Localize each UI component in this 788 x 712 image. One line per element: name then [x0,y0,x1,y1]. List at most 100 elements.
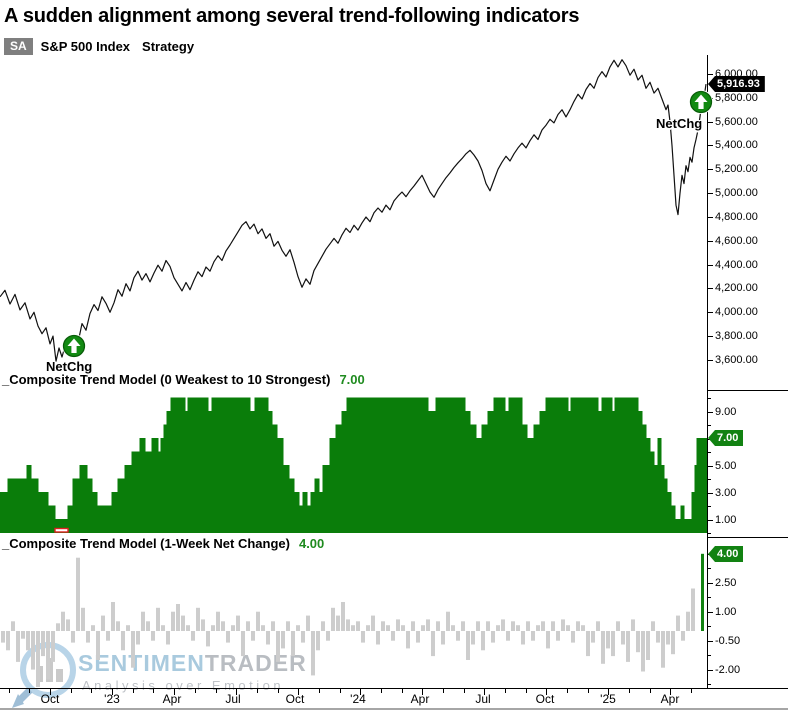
y-axis-tick [707,626,711,627]
x-axis-tick [29,689,30,693]
x-axis-tick [691,689,692,693]
panel-separator [707,390,788,391]
x-axis-tick [422,689,423,695]
trend-current-value: 7.00 [339,372,365,387]
y-axis-tick [707,193,713,194]
x-axis-tick [650,689,651,693]
x-axis-tick [546,689,547,695]
x-axis-tick [91,689,92,693]
y-axis-tick [707,466,713,467]
x-axis-label: Apr [162,692,182,706]
y-axis-tick [707,122,713,123]
panel-separator [707,537,788,538]
netchg-current-value: 4.00 [298,536,325,551]
x-axis-tick [112,689,113,695]
y-axis-tick [707,568,711,569]
bottom-border [0,708,788,710]
y-axis-tick [707,217,713,218]
y-axis-tick-label: 5,600.00 [715,116,758,128]
x-axis-label: Jul [225,692,241,706]
netchg-panel-label: _Composite Trend Model (1-Week Net Chang… [2,536,325,551]
netchg-marker-label: NetChg [46,359,93,374]
x-axis-tick [567,689,568,693]
y-axis-tick [707,452,711,453]
x-axis-tick [505,689,506,693]
x-axis-tick [71,689,72,693]
y-axis-tick [707,533,711,534]
y-axis-tick [707,479,711,480]
y-axis-tick [707,670,713,671]
up-arrow-circle-icon [689,90,713,114]
x-axis-tick [629,689,630,693]
y-axis-tick-label: 4,600.00 [715,235,758,247]
chart-header: SA S&P 500 Index Strategy [4,38,194,55]
last-price-badge: 5,916.93 [708,76,765,92]
y-axis-tick [707,169,713,170]
y-axis-tick [707,425,711,426]
y-axis-tick [707,583,713,584]
x-axis-tick [257,689,258,693]
x-axis-tick [670,689,671,695]
source-badge: SA [4,38,33,55]
watermark-tagline: Analysis over Emotion [82,678,285,693]
y-axis-tick-label: 5,800.00 [715,92,758,104]
x-axis-tick [588,689,589,693]
x-axis-label: Jul [475,692,491,706]
y-axis-tick [707,520,713,521]
y-axis-tick-label: 5,400.00 [715,139,758,151]
x-axis-tick [484,689,485,695]
strategy-label: Strategy [142,39,195,54]
y-axis-tick [707,241,713,242]
y-axis-tick [707,74,713,75]
trend-value-badge: 7.00 [708,430,744,446]
x-axis-tick [195,689,196,693]
y-axis-tick-label: 4,000.00 [715,306,758,318]
x-axis-tick [443,689,444,693]
y-axis-line [707,55,708,689]
y-axis-tick-label: -2.00 [715,664,741,676]
y-axis-tick [707,412,713,413]
y-axis-tick [707,493,713,494]
y-axis-tick-label: -0.50 [715,635,741,647]
y-axis-tick-label: 5,200.00 [715,163,758,175]
netchg-value-badge: 4.00 [708,546,744,562]
y-axis-tick-label: 1.00 [715,606,737,618]
y-axis-tick [707,597,711,598]
x-axis-tick [50,689,51,695]
x-axis-label: '23 [104,692,120,706]
y-axis-tick-label: 4,200.00 [715,282,758,294]
x-axis-label: Oct [535,692,555,706]
x-axis-tick [9,689,10,693]
x-axis-tick [381,689,382,693]
x-axis-tick [464,689,465,693]
y-axis-tick [707,265,713,266]
up-arrow-circle-icon [62,334,86,358]
x-axis-line [0,688,788,689]
x-axis-tick [360,689,361,695]
y-axis-tick-label: 3.00 [715,487,737,499]
x-axis-label: Apr [660,692,680,706]
x-axis-label: Oct [285,692,305,706]
y-axis-tick [707,312,713,313]
trend-panel-label: _Composite Trend Model (0 Weakest to 10 … [2,372,365,387]
y-axis-tick-label: 2.50 [715,577,737,589]
y-axis-tick [707,506,711,507]
x-axis-tick [526,689,527,693]
net-change-bar-chart [1,553,704,687]
y-axis-tick [707,360,713,361]
x-axis-tick [608,689,609,695]
y-axis-tick-label: 5.00 [715,460,737,472]
x-axis-label: '25 [600,692,616,706]
x-axis-tick [174,689,175,695]
y-axis-tick [707,641,713,642]
y-axis-tick-label: 1.00 [715,514,737,526]
x-axis-tick [216,689,217,693]
price-line-chart [0,59,707,362]
x-axis-label: Apr [410,692,430,706]
y-axis-tick [707,145,713,146]
x-axis-tick [278,689,279,693]
x-axis-tick [319,689,320,693]
y-axis-tick [707,684,711,685]
x-axis-label: '24 [350,692,366,706]
